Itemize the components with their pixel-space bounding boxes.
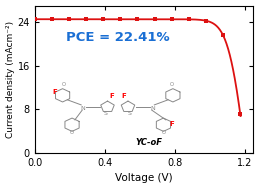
X-axis label: Voltage (V): Voltage (V) bbox=[115, 174, 173, 184]
Text: PCE = 22.41%: PCE = 22.41% bbox=[66, 31, 170, 44]
Y-axis label: Current density (mAcm⁻²): Current density (mAcm⁻²) bbox=[5, 21, 15, 138]
